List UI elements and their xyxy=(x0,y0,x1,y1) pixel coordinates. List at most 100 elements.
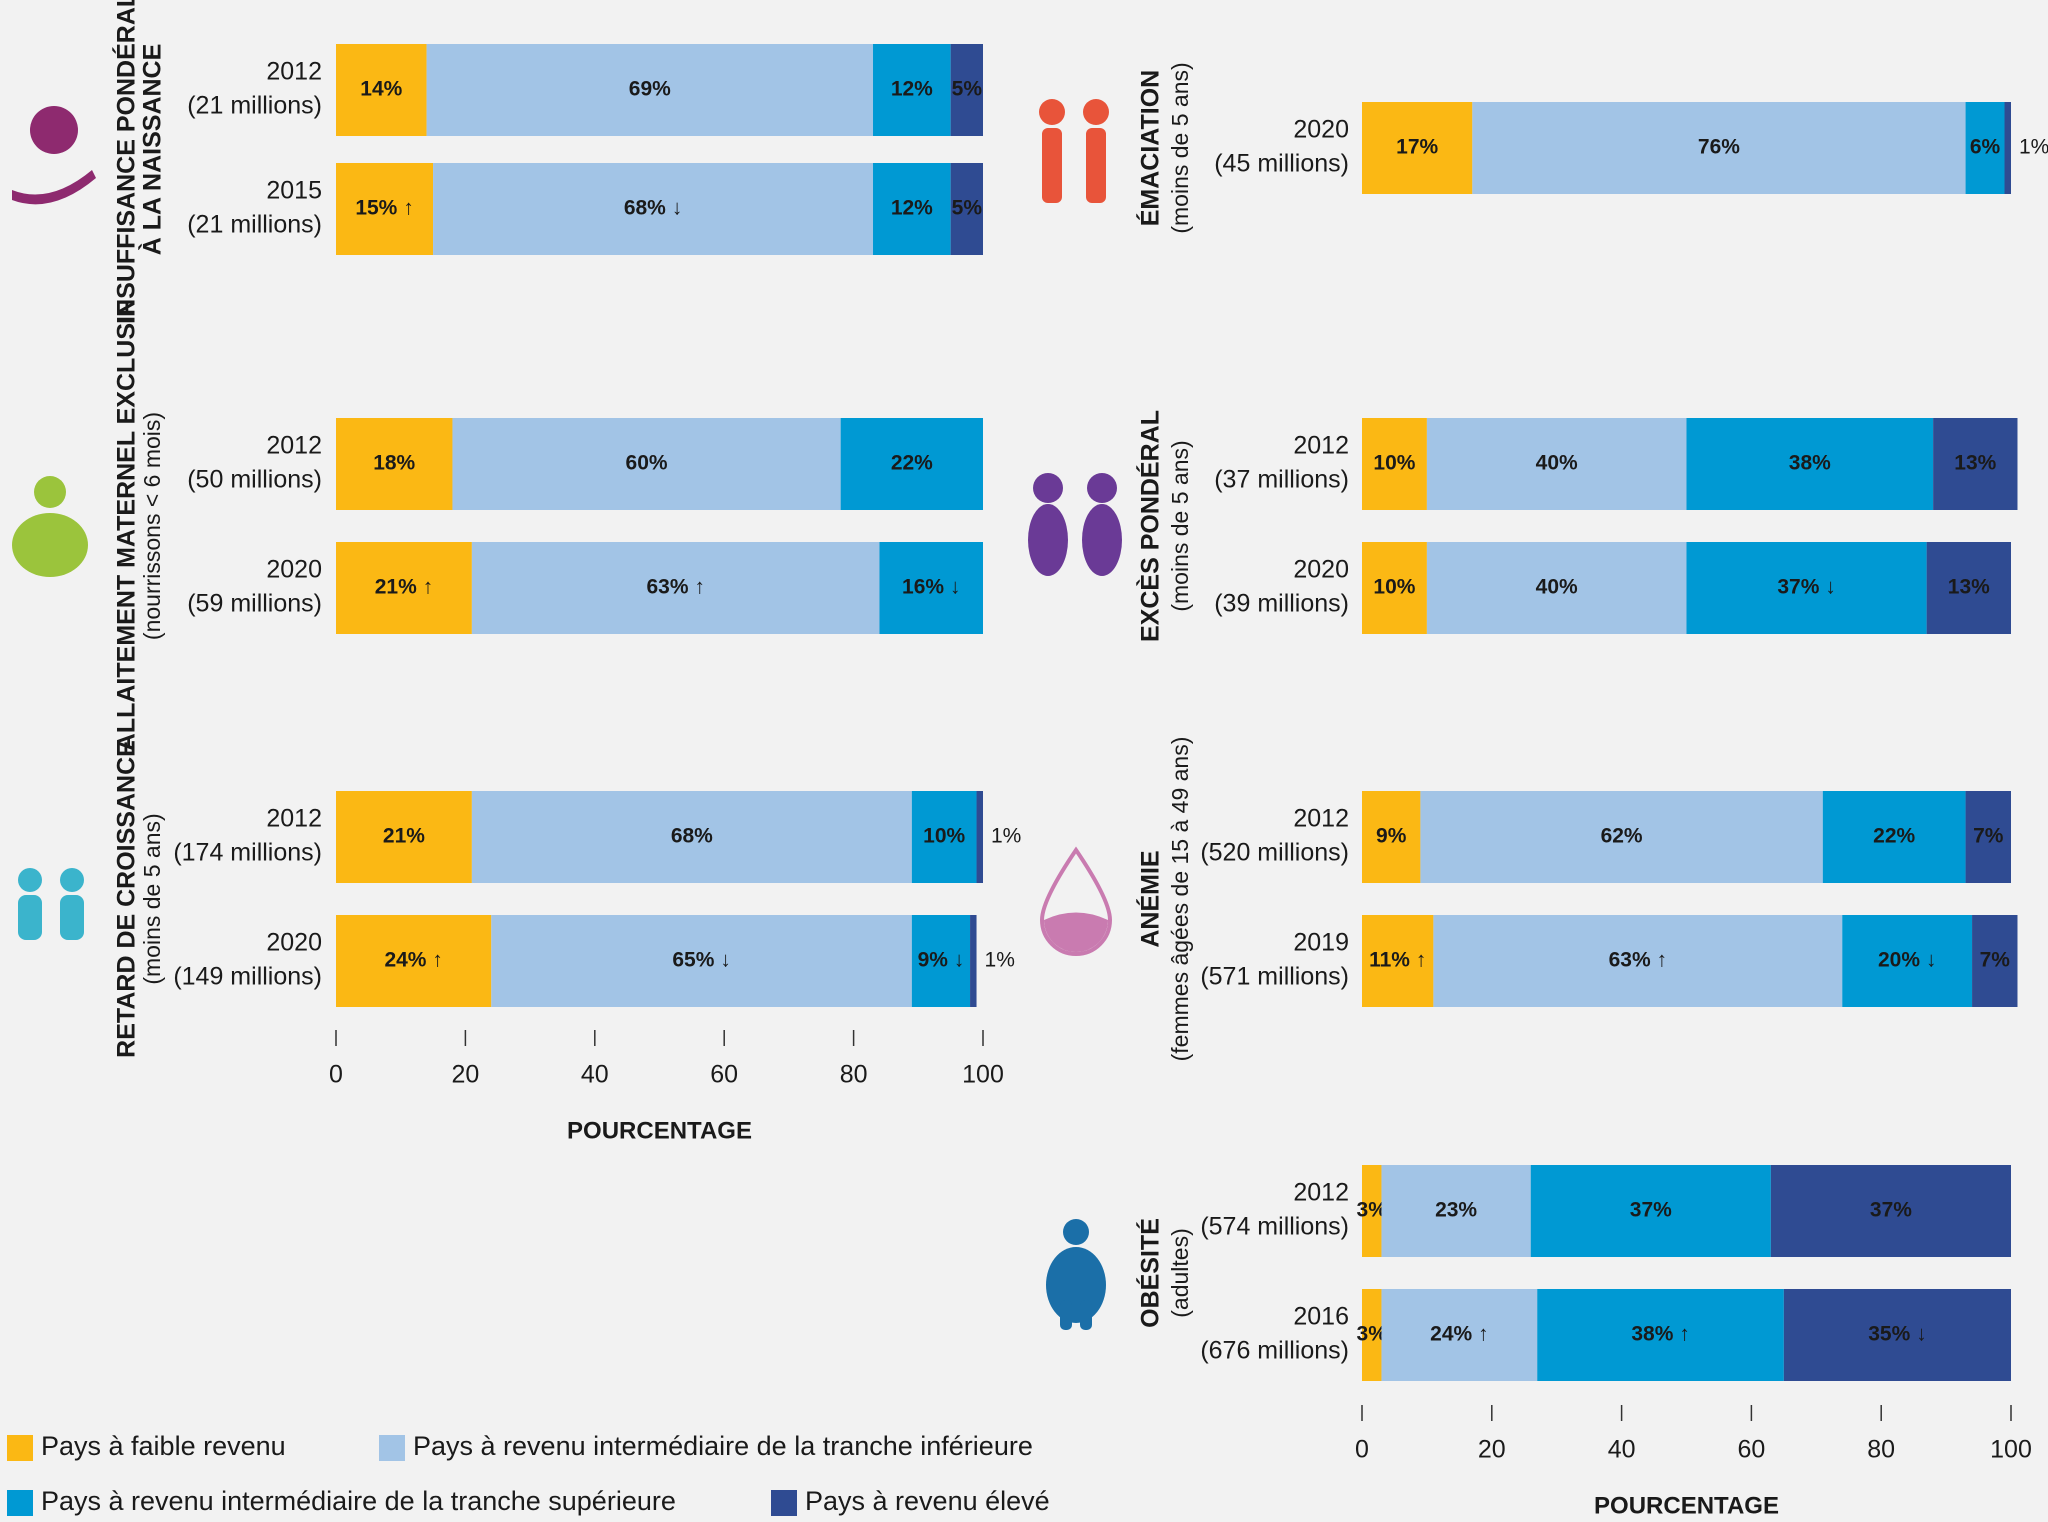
bar-segment xyxy=(1965,791,2011,883)
bar-segment xyxy=(1537,1289,1784,1381)
bar-segment xyxy=(336,163,434,255)
bar-segment xyxy=(1362,1289,1382,1381)
icon-birth-weight xyxy=(12,106,96,205)
category-note: (21 millions) xyxy=(187,92,322,120)
x-tick-label: 40 xyxy=(581,1061,609,1089)
category-label: 2012 xyxy=(266,805,322,833)
bar-segment xyxy=(1381,1289,1538,1381)
value-label: 11% ↑ xyxy=(1369,949,1426,972)
category-label: 2020 xyxy=(1293,116,1349,144)
value-label: 68% ↓ xyxy=(624,197,682,220)
value-label: 13% xyxy=(1954,452,1996,475)
category-note: (50 millions) xyxy=(187,466,322,494)
value-label: 12% xyxy=(891,197,933,220)
category-label: 2016 xyxy=(1293,1303,1349,1331)
value-label: 22% xyxy=(891,452,933,475)
x-tick-label: 40 xyxy=(1608,1436,1636,1464)
category-label: 2012 xyxy=(1293,805,1349,833)
panel-title: INSUFFISANCE PONDÉRALE xyxy=(112,0,141,324)
category-note: (21 millions) xyxy=(187,211,322,239)
bar-segment xyxy=(976,791,983,883)
bar-segment xyxy=(1426,542,1687,634)
value-label: 10% xyxy=(1373,452,1415,475)
bar-segment xyxy=(1426,418,1687,510)
bar-segment xyxy=(879,542,983,634)
panel-title: OBÉSITÉ xyxy=(1136,1218,1165,1328)
value-label: 24% ↑ xyxy=(1430,1323,1488,1346)
value-label: 40% xyxy=(1536,452,1578,475)
bar-segment xyxy=(1686,542,1927,634)
value-label: 76% xyxy=(1698,136,1740,159)
bar-segment xyxy=(1933,418,2018,510)
bar-segment xyxy=(1770,1165,2011,1257)
value-label: 6% xyxy=(1970,136,2001,159)
x-tick-label: 20 xyxy=(1478,1436,1506,1464)
value-label: 3% xyxy=(1357,1323,1388,1346)
bar-segment xyxy=(1783,1289,2011,1381)
category-note: (676 millions) xyxy=(1200,1337,1349,1365)
category-label: 2012 xyxy=(266,58,322,86)
x-tick-label: 0 xyxy=(329,1061,343,1089)
legend-swatch xyxy=(7,1490,33,1516)
bar-segment xyxy=(1362,418,1427,510)
value-label: 38% xyxy=(1789,452,1831,475)
value-label: 1% xyxy=(991,825,1021,848)
value-label: 9% ↓ xyxy=(918,949,965,972)
value-label: 65% ↓ xyxy=(672,949,730,972)
category-note: (37 millions) xyxy=(1214,466,1349,494)
icon-stunting xyxy=(18,868,84,940)
bar-segment xyxy=(950,44,983,136)
value-label: 1% xyxy=(2019,136,2048,159)
value-label: 15% ↑ xyxy=(355,197,413,220)
bar-segment xyxy=(2004,102,2011,194)
category-label: 2012 xyxy=(1293,432,1349,460)
panel-subtitle: (femmes âgées de 15 à 49 ans) xyxy=(1167,737,1193,1062)
legend-label: Pays à revenu intermédiaire de la tranch… xyxy=(413,1431,1033,1461)
panel-title: ANÉMIE xyxy=(1136,850,1165,947)
x-tick-label: 80 xyxy=(840,1061,868,1089)
bar-segment xyxy=(1926,542,2011,634)
value-label: 62% xyxy=(1601,825,1643,848)
value-label: 37% ↓ xyxy=(1777,576,1835,599)
bar-segment xyxy=(1822,791,1966,883)
x-tick-label: 0 xyxy=(1355,1436,1369,1464)
x-tick-label: 100 xyxy=(1990,1436,2032,1464)
panel-subtitle: (moins de 5 ans) xyxy=(1167,62,1193,233)
category-label: 2020 xyxy=(266,556,322,584)
bar-segment xyxy=(1362,542,1427,634)
value-label: 60% xyxy=(626,452,668,475)
panel-subtitle: (nourrissons < 6 mois) xyxy=(139,412,165,640)
value-label: 22% xyxy=(1873,825,1915,848)
panel-subtitle: (moins de 5 ans) xyxy=(139,813,165,984)
bar-segment xyxy=(1472,102,1966,194)
value-label: 7% xyxy=(1973,825,2004,848)
category-label: 2012 xyxy=(266,432,322,460)
value-label: 35% ↓ xyxy=(1868,1323,1926,1346)
legend-swatch xyxy=(379,1435,405,1461)
bar-segment xyxy=(1362,1165,1382,1257)
value-label: 7% xyxy=(1980,949,2011,972)
x-tick-label: 60 xyxy=(1737,1436,1765,1464)
legend-label: Pays à faible revenu xyxy=(41,1431,286,1461)
value-label: 3% xyxy=(1357,1199,1388,1222)
bar-segment xyxy=(1842,915,1973,1007)
category-note: (45 millions) xyxy=(1214,150,1349,178)
bar-segment xyxy=(433,163,874,255)
category-note: (520 millions) xyxy=(1200,839,1349,867)
bar-segment xyxy=(1362,102,1473,194)
value-label: 12% xyxy=(891,78,933,101)
value-label: 10% xyxy=(923,825,965,848)
category-label: 2015 xyxy=(266,177,322,205)
value-label: 40% xyxy=(1536,576,1578,599)
icon-overweight xyxy=(1028,473,1122,576)
bar-segment xyxy=(336,44,427,136)
panel-subtitle: (adultes) xyxy=(1167,1228,1193,1317)
value-label: 1% xyxy=(985,949,1015,972)
value-label: 5% xyxy=(952,78,983,101)
category-note: (59 millions) xyxy=(187,590,322,618)
bar-segment xyxy=(1362,915,1434,1007)
value-label: 18% xyxy=(373,452,415,475)
value-label: 16% ↓ xyxy=(902,576,960,599)
